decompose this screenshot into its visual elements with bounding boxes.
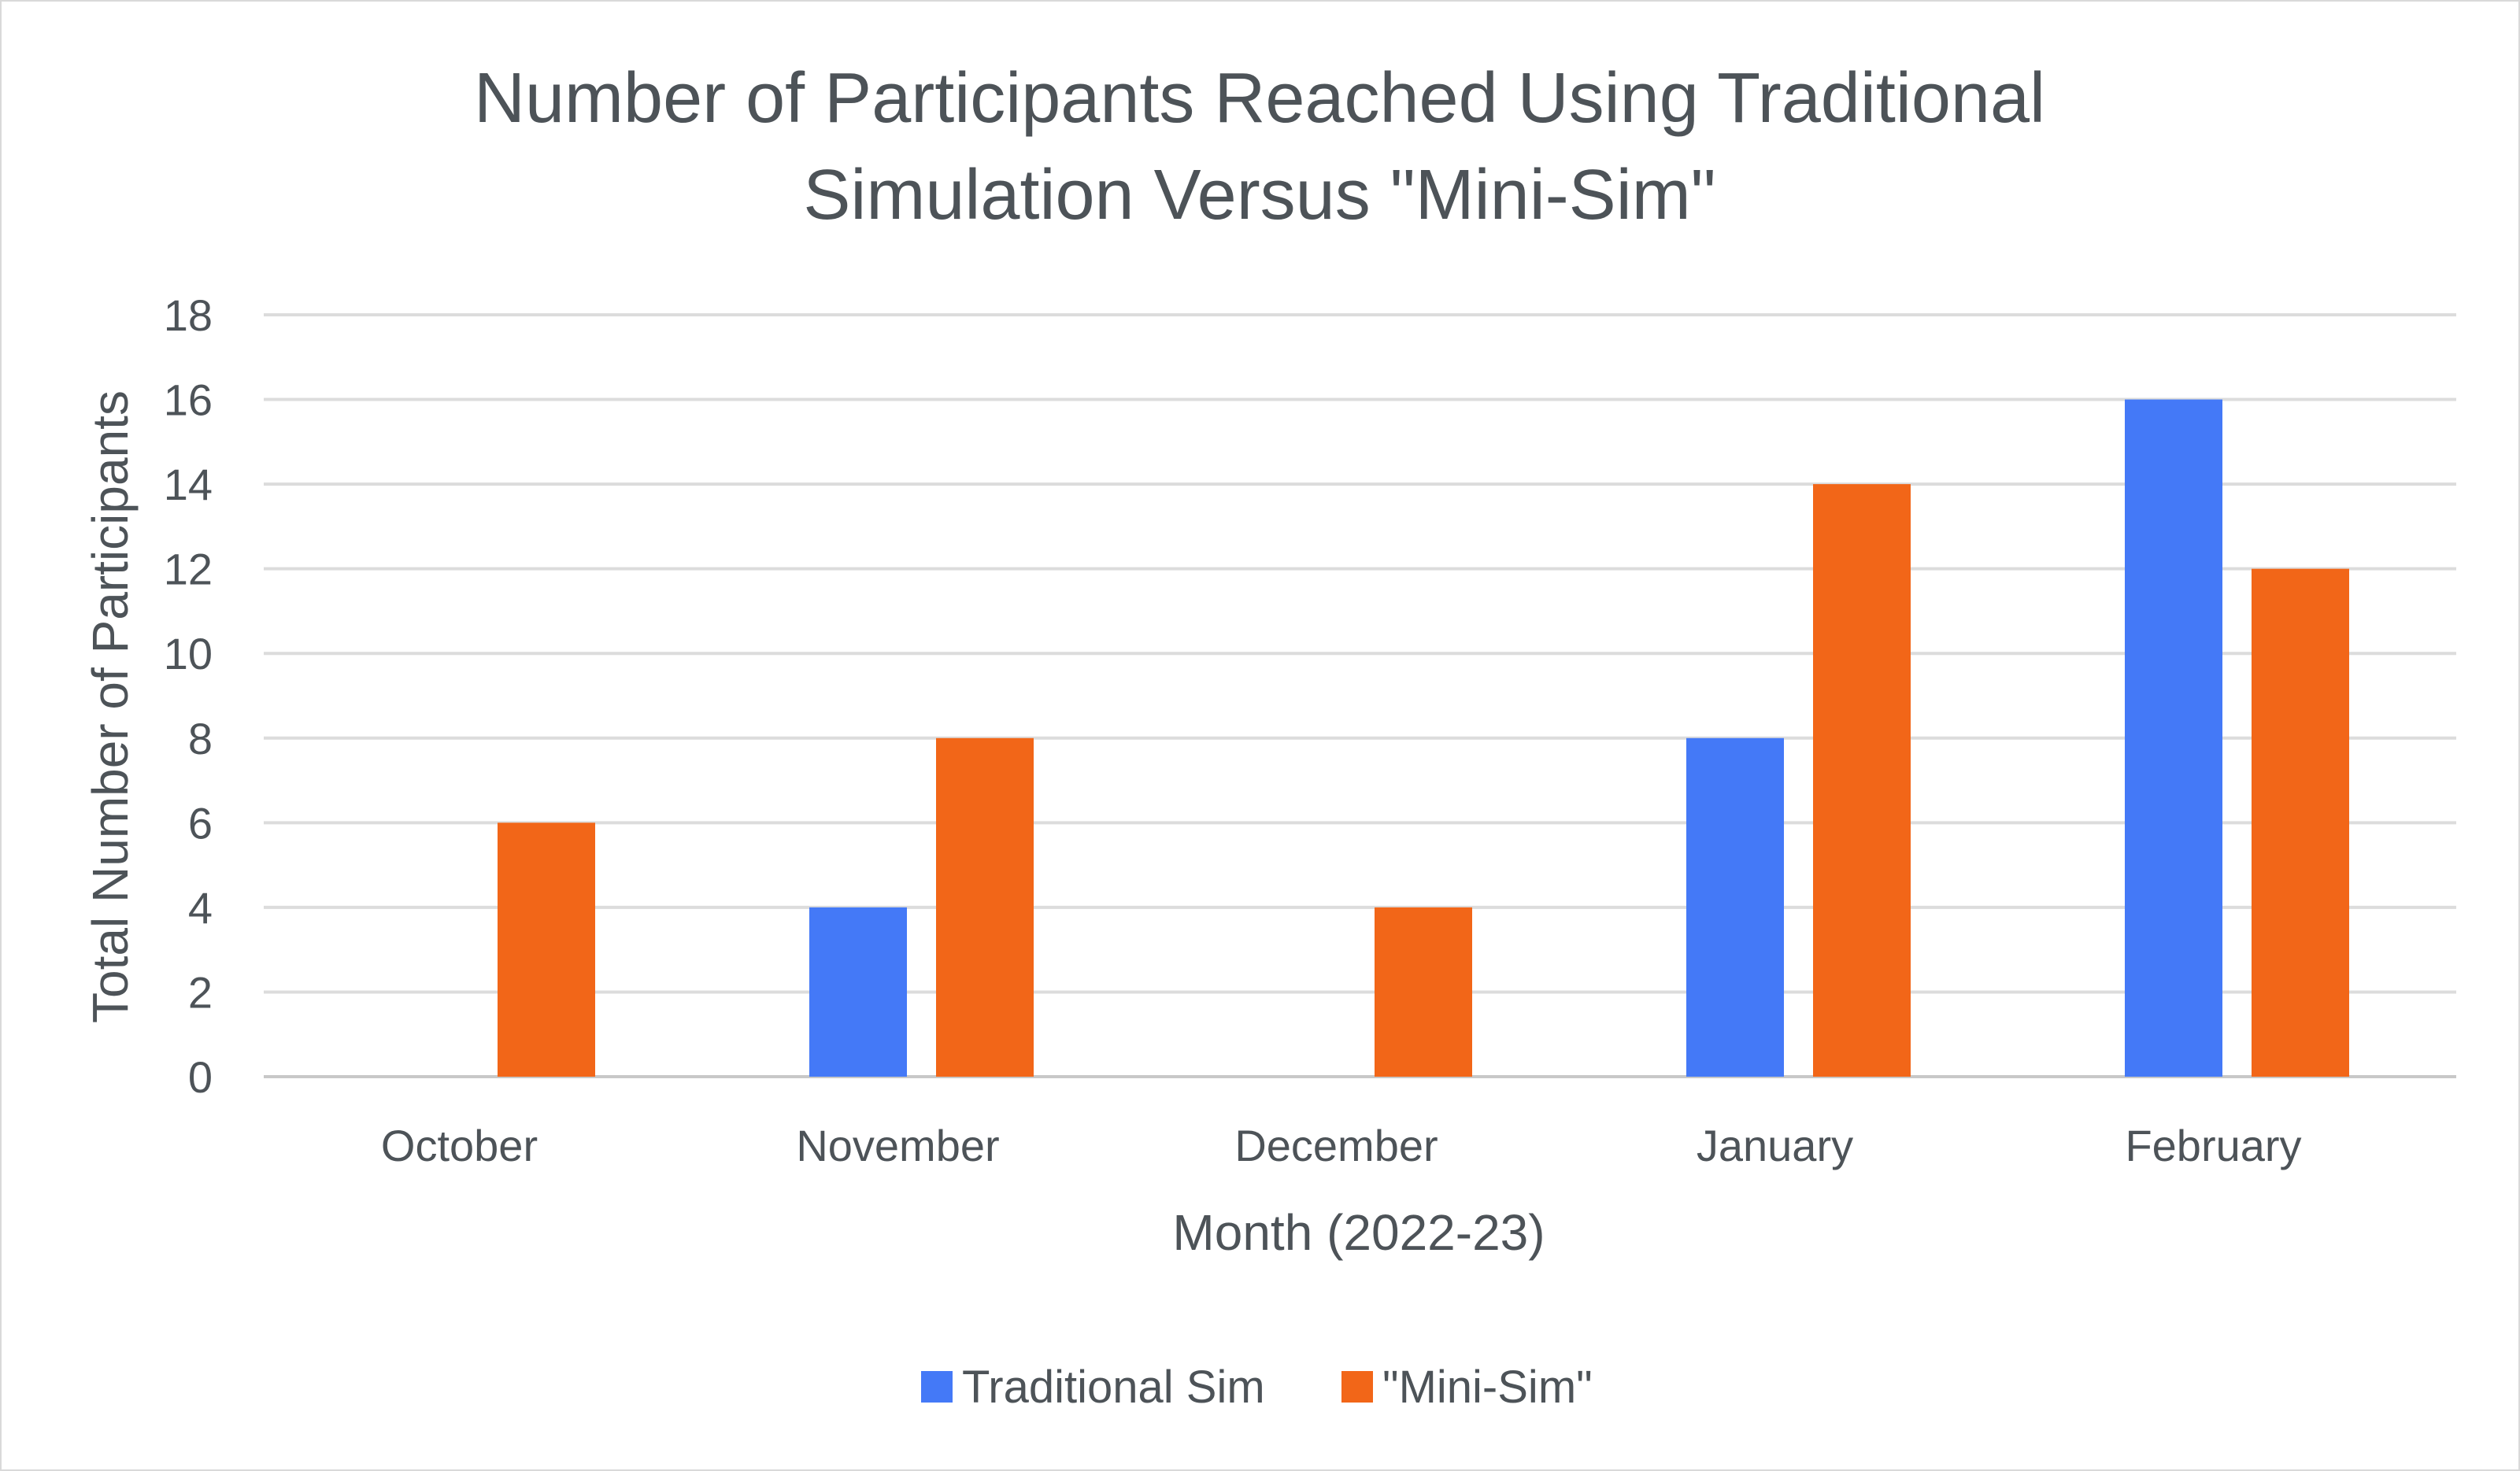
x-axis-title: Month (2022-23) [1172,1204,1545,1261]
bar-mini-sim [498,822,595,1077]
y-tick-label: 18 [164,290,213,340]
y-tick-label: 2 [188,967,213,1017]
bar-traditional-sim [809,907,907,1077]
chart-title: Number of Participants Reached Using Tra… [474,59,2045,235]
y-tick-label: 0 [188,1052,213,1102]
legend-label: Traditional Sim [962,1362,1265,1413]
x-tick-label: December [1234,1121,1438,1170]
bar-mini-sim [1813,484,1911,1077]
y-axis-ticks: 0 2 4 6 8 10 12 14 16 18 [164,290,213,1102]
x-tick-label: February [2125,1121,2301,1170]
gridlines [264,313,2456,1078]
x-tick-label: October [381,1121,538,1170]
y-tick-label: 6 [188,798,213,848]
bar-mini-sim [936,737,1034,1077]
x-tick-label: January [1697,1121,1853,1170]
chart-title-line-2: Simulation Versus "Mini-Sim" [803,156,1715,235]
y-tick-label: 14 [164,460,213,509]
bars [498,399,2349,1077]
y-tick-label: 4 [188,883,213,933]
y-tick-label: 12 [164,545,213,594]
y-tick-label: 8 [188,714,213,763]
y-tick-label: 10 [164,629,213,678]
bar-traditional-sim [2125,399,2222,1077]
bar-mini-sim [2252,568,2349,1077]
chart-title-line-1: Number of Participants Reached Using Tra… [474,59,2045,138]
x-tick-label: November [796,1121,999,1170]
bar-traditional-sim [1686,737,1784,1077]
legend-swatch [1341,1371,1373,1403]
x-axis-ticks: October November December January February [381,1121,2302,1170]
y-tick-label: 16 [164,375,213,425]
legend: Traditional Sim "Mini-Sim" [921,1362,1593,1413]
legend-label: "Mini-Sim" [1382,1362,1593,1413]
bar-mini-sim [1375,907,1472,1077]
legend-swatch [921,1371,953,1403]
y-axis-title: Total Number of Participants [82,390,139,1023]
